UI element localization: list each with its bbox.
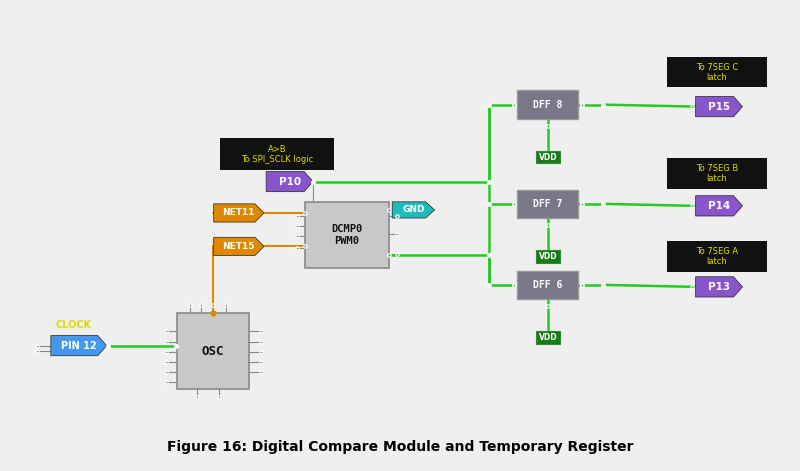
FancyBboxPatch shape xyxy=(535,332,560,344)
Text: To 7SEG C
latch: To 7SEG C latch xyxy=(696,63,738,82)
Polygon shape xyxy=(696,97,742,117)
Text: To 7SEG A
latch: To 7SEG A latch xyxy=(696,247,738,266)
Text: P10: P10 xyxy=(278,177,301,187)
Polygon shape xyxy=(214,204,264,222)
Text: CLOCK: CLOCK xyxy=(55,320,91,330)
Text: Figure 16: Digital Compare Module and Temporary Register: Figure 16: Digital Compare Module and Te… xyxy=(166,440,634,455)
FancyBboxPatch shape xyxy=(517,90,578,119)
Text: NET11: NET11 xyxy=(222,209,255,218)
Text: P14: P14 xyxy=(708,201,730,211)
FancyBboxPatch shape xyxy=(221,138,334,171)
Text: NET15: NET15 xyxy=(222,242,255,251)
Text: DFF 7: DFF 7 xyxy=(533,199,562,209)
Polygon shape xyxy=(51,335,106,356)
Text: VDD: VDD xyxy=(538,333,557,342)
Text: To 7SEG B
latch: To 7SEG B latch xyxy=(696,164,738,183)
Polygon shape xyxy=(696,196,742,216)
FancyBboxPatch shape xyxy=(666,241,767,272)
FancyBboxPatch shape xyxy=(535,251,560,263)
Text: VDD: VDD xyxy=(538,153,557,162)
Text: GND: GND xyxy=(402,205,425,214)
Polygon shape xyxy=(392,202,434,218)
FancyBboxPatch shape xyxy=(517,271,578,299)
Polygon shape xyxy=(696,277,742,297)
Text: VDD: VDD xyxy=(538,252,557,261)
FancyBboxPatch shape xyxy=(177,313,250,389)
FancyBboxPatch shape xyxy=(666,57,767,88)
Text: PIN 12: PIN 12 xyxy=(61,341,97,350)
Polygon shape xyxy=(266,171,313,192)
Polygon shape xyxy=(214,237,264,255)
Text: P13: P13 xyxy=(708,282,730,292)
FancyBboxPatch shape xyxy=(517,190,578,218)
Text: OSC: OSC xyxy=(202,345,225,357)
Text: P15: P15 xyxy=(708,102,730,112)
Text: DFF 8: DFF 8 xyxy=(533,99,562,110)
FancyBboxPatch shape xyxy=(305,202,389,268)
Text: DCMP0
PWM0: DCMP0 PWM0 xyxy=(331,224,362,245)
Text: DFF 6: DFF 6 xyxy=(533,280,562,290)
FancyBboxPatch shape xyxy=(535,151,560,163)
Text: A>B
To SPI_SCLK logic: A>B To SPI_SCLK logic xyxy=(241,145,314,164)
FancyBboxPatch shape xyxy=(666,158,767,189)
